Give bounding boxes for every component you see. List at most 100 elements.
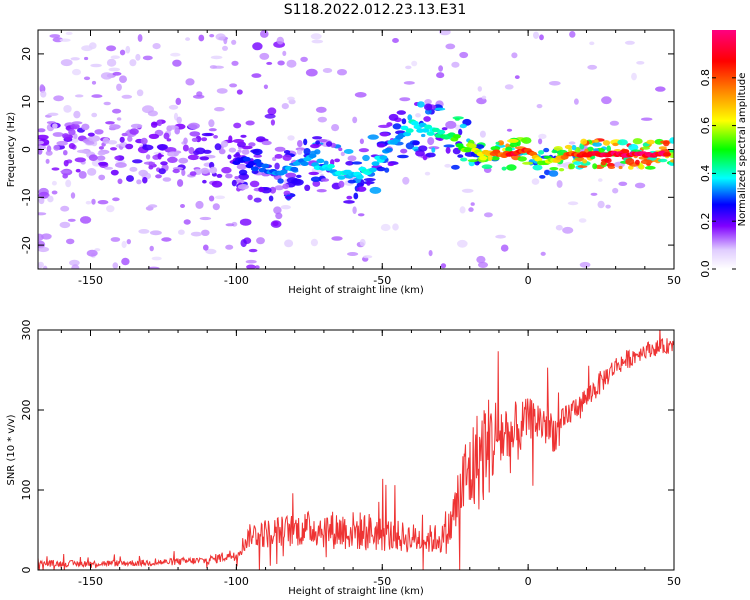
heat-blob [320,178,330,182]
heat-speckle [457,239,468,248]
heat-blob [174,127,180,135]
heat-speckle [94,248,101,252]
heat-blob [225,173,233,179]
heat-speckle [477,86,482,92]
heat-speckle [359,138,364,145]
heat-blob [358,148,369,153]
heat-blob [549,167,559,171]
heat-blob [183,137,188,145]
heat-blob [612,142,619,147]
snr-y-axis-label: SNR (10 * v/v) [6,414,17,485]
heat-blob [460,157,468,162]
heat-blob [467,159,479,163]
heat-blob [376,166,386,172]
heat-speckle [259,52,270,60]
heat-blob [312,180,321,187]
spectrogram-xtick-label: 0 [525,274,532,287]
heat-ridge-point [308,153,317,159]
heat-speckle [59,221,71,229]
heat-blob [388,113,399,121]
heat-speckle [267,107,277,116]
heat-speckle [240,239,247,248]
heat-blob [441,127,448,131]
heat-blob [397,154,409,159]
heat-speckle [38,212,47,216]
heat-speckle [112,108,122,114]
heat-speckle [424,99,432,105]
heat-blob [635,159,640,165]
heat-blob [366,180,371,186]
heat-blob [248,142,256,147]
heat-blob [474,144,485,150]
heat-blob [522,161,534,165]
heat-speckle [152,43,161,50]
heat-speckle [445,43,456,50]
heat-speckle [175,97,182,105]
heat-speckle [459,51,469,59]
heat-blob [412,140,420,146]
spectrogram-marks [38,30,674,269]
heat-blob [604,157,612,164]
heat-speckle [444,163,452,168]
heat-blob [376,143,386,148]
heat-speckle [479,130,486,138]
spectrogram-xtick-label: -150 [78,274,103,287]
heat-blob [127,136,133,142]
heat-blob [593,148,599,152]
heat-blob [110,169,119,176]
heat-blob [62,173,68,179]
heat-speckle [100,72,113,80]
heat-speckle [70,137,79,144]
snr-x-axis-label: Height of straight line (km) [288,586,424,597]
heat-speckle [354,92,367,98]
heat-blob [220,140,229,148]
heat-blob [543,147,550,153]
heat-blob [351,161,363,165]
heat-ridge-point [242,156,251,162]
heat-blob [326,141,333,147]
heat-blob [200,167,210,174]
heat-blob [400,148,408,154]
heat-speckle [470,202,475,206]
heat-blob [253,154,262,158]
heat-speckle [70,192,76,199]
spectrogram-ytick-label: 10 [20,95,33,109]
heat-speckle [536,104,543,109]
heat-speckle [110,237,121,242]
heat-blob [182,144,189,152]
heat-speckle [91,198,96,205]
heat-speckle [624,40,635,45]
heat-blob [130,123,143,129]
heat-blob [236,163,247,170]
heat-blob [157,152,162,160]
heat-speckle [331,124,340,132]
heat-blob [379,132,390,137]
heat-blob [353,192,359,200]
snr-xtick-label: -100 [224,575,249,588]
heat-speckle [631,72,637,81]
heat-speckle [618,181,628,186]
heat-speckle [428,250,433,257]
heat-speckle [151,256,162,261]
heat-speckle [110,55,121,59]
heat-speckle [63,105,72,113]
heat-speckle [655,86,666,92]
heat-speckle [359,238,366,247]
heat-speckle [337,69,347,76]
heat-speckle [39,84,45,91]
heat-blob [231,179,237,187]
heat-speckle [190,231,202,237]
heat-ridge-point [261,163,270,169]
heat-blob [363,178,376,182]
heat-blob [150,121,158,128]
heat-speckle [51,190,58,195]
heat-blob [310,143,320,149]
heat-speckle [476,255,486,264]
heat-blob [378,124,390,128]
heat-speckle [84,56,89,61]
heat-blob [102,137,110,144]
heat-speckle [225,223,235,227]
heat-blob [495,141,500,145]
heat-blob [445,147,451,154]
heat-blob [228,135,233,143]
